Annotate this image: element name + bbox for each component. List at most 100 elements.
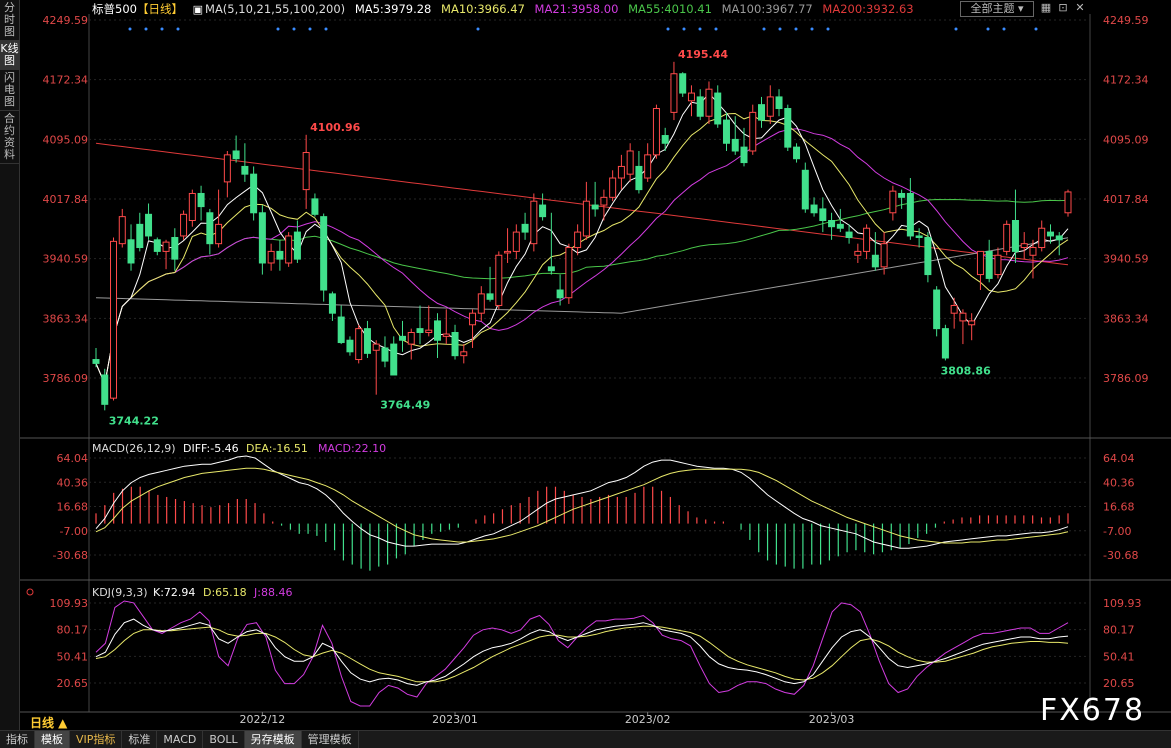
tab-indicator[interactable]: 指标 — [0, 731, 35, 748]
candle-body — [180, 213, 188, 237]
candle-body — [784, 108, 792, 148]
candle-body — [539, 204, 547, 218]
kdj-tick-label: 80.17 — [57, 624, 89, 637]
grid-icon[interactable]: ▦ — [1040, 1, 1052, 14]
macd-panel — [95, 455, 1069, 571]
period-selector[interactable]: 日线 ▲ — [30, 716, 68, 730]
marker-dot — [810, 27, 814, 31]
fx678-logo: FX678 — [1040, 693, 1146, 728]
candle-body — [687, 92, 695, 102]
candle-body — [442, 333, 450, 337]
price-tick-label: 4249.59 — [43, 14, 89, 27]
candle-body — [670, 73, 678, 113]
restore-icon[interactable]: ⊡ — [1058, 1, 1068, 14]
candle-body — [863, 227, 871, 252]
ma200-value: MA200:3932.63 — [822, 2, 914, 16]
candle-body — [206, 212, 214, 245]
candle-body — [652, 108, 660, 156]
marker-dot — [324, 27, 328, 31]
theme-label: 全部主题 — [970, 2, 1015, 15]
candle-body — [1011, 220, 1019, 252]
sidetab-lightning[interactable]: 闪电图 — [0, 70, 19, 111]
marker-dot — [1034, 27, 1038, 31]
candle-body — [171, 236, 179, 260]
candle-body — [276, 250, 284, 260]
candle-body — [1038, 227, 1046, 249]
marker-dot — [144, 27, 148, 31]
ma-icon: ▣ — [192, 3, 204, 16]
candle-body — [819, 208, 827, 222]
candles — [92, 61, 1072, 411]
kdj-tick-label: 20.65 — [57, 677, 89, 690]
candle-body — [766, 96, 774, 117]
date-tick-label: 2023/02 — [625, 713, 671, 726]
candle-body — [828, 220, 836, 228]
candle-body — [337, 316, 345, 344]
marker-dot — [128, 27, 132, 31]
marker-dot — [762, 27, 766, 31]
candle-body — [661, 135, 669, 144]
candle-body — [547, 266, 555, 272]
candle-body — [145, 213, 153, 237]
candle-body — [845, 231, 853, 238]
marker-dot — [682, 27, 686, 31]
sidetab-kline[interactable]: K线图 — [0, 41, 19, 70]
kdj-title: KDJ(9,3,3) — [92, 586, 148, 599]
marker-dot — [308, 27, 312, 31]
tab-vip-indicator[interactable]: VIP指标 — [70, 731, 123, 748]
candle-body — [731, 138, 739, 152]
candle-body — [941, 328, 949, 359]
chart-canvas[interactable]: 4249.59 4249.59 4172.34 4172.34 4095.09 4095.… — [0, 0, 1171, 730]
price-tick-label: 3786.09 — [1103, 372, 1149, 385]
tab-standard[interactable]: 标准 — [122, 731, 158, 748]
tab-macd[interactable]: MACD — [157, 731, 204, 748]
close-icon[interactable]: ✕ — [1075, 1, 1085, 14]
period-label: 【日线】 — [136, 2, 183, 16]
candle-body — [1055, 235, 1063, 241]
date-tick-label: 2023/03 — [809, 713, 855, 726]
candle-body — [871, 254, 879, 268]
tab-save-template[interactable]: 另存模板 — [244, 731, 302, 748]
candle-body — [906, 192, 914, 237]
candle-body — [267, 250, 275, 264]
tab-template[interactable]: 模板 — [35, 731, 70, 748]
candle-body — [556, 289, 564, 299]
candle-body — [407, 331, 415, 345]
candle-body — [976, 250, 984, 276]
marker-dot — [176, 27, 180, 31]
candle-body — [933, 289, 941, 330]
candle-body — [223, 154, 231, 183]
date-tick-label: 2022/12 — [240, 713, 286, 726]
candle-body — [617, 165, 625, 179]
sidetab-contract[interactable]: 合约资料 — [0, 111, 19, 164]
candle-body — [486, 293, 494, 300]
candle-body — [679, 73, 687, 94]
candle-body — [232, 150, 240, 160]
candle-body — [162, 241, 170, 252]
marker-dot — [476, 27, 480, 31]
bottom-toolbar: 指标 模板 VIP指标 标准 MACD BOLL 另存模板 管理模板 — [0, 730, 1171, 748]
candle-body — [626, 150, 634, 175]
kdj-tick-label: 109.93 — [50, 597, 89, 610]
candle-body — [451, 331, 459, 357]
macd-tick-label: -7.00 — [1103, 525, 1131, 538]
marker-dot — [954, 27, 958, 31]
tab-boll[interactable]: BOLL — [203, 731, 245, 748]
marker-dot — [276, 27, 280, 31]
candle-body — [153, 239, 161, 252]
candle-body — [1046, 231, 1054, 237]
candle-body — [372, 343, 380, 351]
price-tick-label: 3863.34 — [43, 312, 89, 325]
sidetab-timeshare[interactable]: 分时图 — [0, 0, 19, 41]
kdj-settings-icon[interactable] — [26, 588, 34, 596]
candle-body — [898, 192, 906, 198]
theme-select[interactable]: 全部主题 ▾ — [960, 1, 1034, 17]
candle-body — [197, 192, 205, 208]
price-tick-label: 3863.34 — [1103, 312, 1149, 325]
tab-manage-template[interactable]: 管理模板 — [302, 731, 359, 748]
price-tick-label: 4017.84 — [1103, 193, 1149, 206]
candle-body — [836, 223, 844, 229]
ma10-value: MA10:3966.47 — [441, 2, 525, 16]
price-tick-label: 4172.34 — [1103, 74, 1149, 87]
candle-body — [398, 335, 406, 341]
